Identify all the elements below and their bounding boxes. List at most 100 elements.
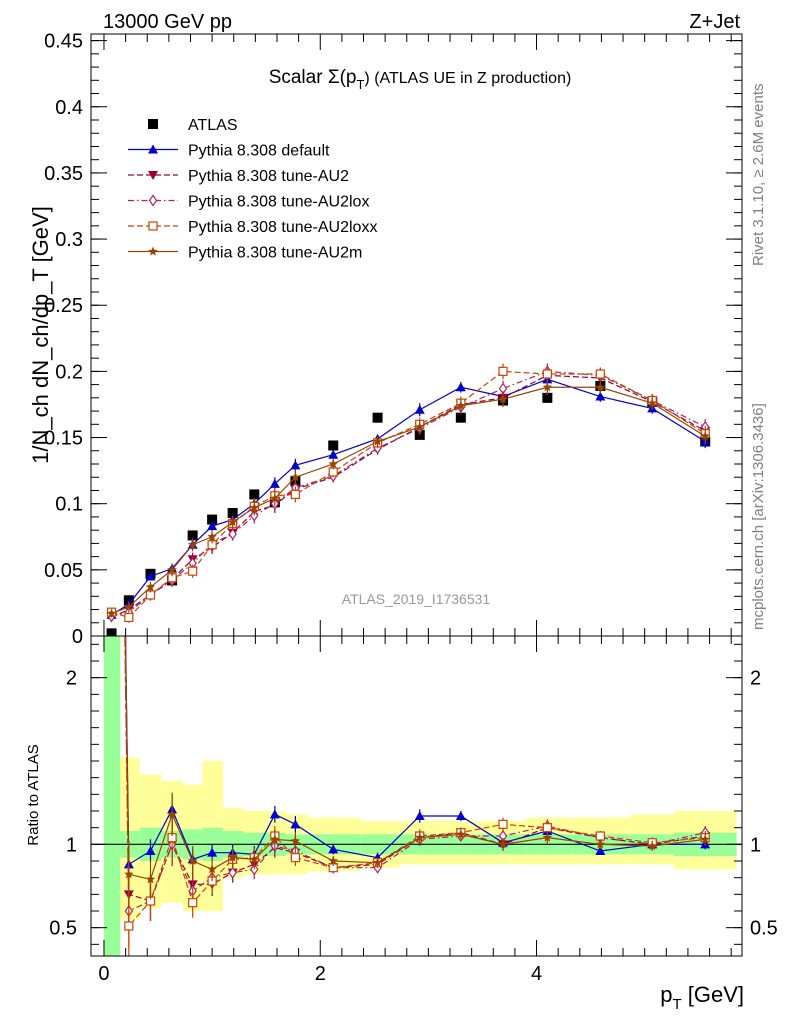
- data-point: [328, 440, 339, 451]
- ratio-point: [188, 898, 198, 908]
- ratio-series-line: [124, 636, 706, 912]
- ratio-point: [455, 811, 466, 820]
- header-right: Z+Jet: [689, 11, 740, 33]
- ratio-point: [372, 857, 383, 867]
- ratio-point: [290, 819, 301, 829]
- data-point: [595, 369, 605, 379]
- rivet-label: Rivet 3.1.10, ≥ 2.6M events: [750, 84, 767, 267]
- data-point: [227, 517, 238, 527]
- main-ytick-label: 0.05: [44, 560, 83, 582]
- data-point: [249, 489, 260, 500]
- ratio-point: [595, 846, 606, 855]
- data-point: [188, 566, 198, 576]
- ratio-ytick-label: 0.5: [49, 918, 77, 940]
- ratio-point: [270, 834, 280, 844]
- series-pythia-8-308-tune-au2m: [106, 379, 710, 618]
- header-left: 13000 GeV pp: [103, 11, 232, 33]
- series-pythia-8-308-tune-au2loxx: [106, 363, 710, 623]
- ratio-ytick-label: 2: [66, 668, 77, 690]
- ratio-point: [187, 856, 198, 865]
- ratio-point: [498, 819, 508, 829]
- data-point: [145, 571, 156, 581]
- ratio-point: [595, 831, 605, 841]
- data-point: [542, 369, 552, 379]
- data-point: [270, 493, 280, 503]
- ratio-point: [249, 854, 259, 864]
- ratio-point: [498, 839, 508, 849]
- legend-label: Pythia 8.308 tune-AU2loxx: [188, 219, 377, 236]
- stat-band: [103, 636, 121, 956]
- legend-label: Pythia 8.308 tune-AU2lox: [188, 194, 369, 211]
- main-data: [106, 363, 711, 636]
- data-point: [228, 528, 237, 541]
- series-pythia-8-308-tune-au2lox: [107, 363, 710, 623]
- data-point: [207, 531, 217, 541]
- data-point: [595, 382, 606, 392]
- data-point: [542, 382, 553, 392]
- data-point: [124, 612, 134, 623]
- main-ytick-label: 0: [72, 626, 83, 648]
- ratio-point: [124, 869, 134, 879]
- data-point: [290, 489, 300, 500]
- watermark: ATLAS_2019_I1736531: [342, 591, 491, 607]
- data-point: [414, 404, 425, 414]
- main-ytick-label: 0.4: [55, 97, 83, 119]
- main-ticks: 0 0.05 0.1 0.15 0.2 0.25 0.3 0.35 0.4 0.45: [44, 31, 742, 648]
- data-point: [328, 449, 339, 459]
- ratio-point: [415, 832, 425, 842]
- ratio-ytick-label: 1: [66, 834, 77, 856]
- main-ytick-label: 0.1: [55, 494, 83, 516]
- series-pythia-8-308-default: [106, 374, 711, 619]
- data-point: [456, 400, 466, 410]
- data-point: [207, 521, 218, 531]
- ratio-point: [414, 811, 425, 820]
- data-point: [106, 608, 117, 618]
- ratio-ylabel: Ratio to ATLAS: [25, 744, 42, 845]
- data-point: [372, 412, 383, 423]
- ratio-point: [207, 864, 217, 874]
- series-line: [111, 370, 706, 619]
- ratio-bands: [91, 636, 742, 956]
- x-axis-label: pT [GeV]: [660, 982, 744, 1013]
- legend-marker: [148, 246, 158, 256]
- series-line: [111, 378, 706, 616]
- ratio-ytick-label-right: 2: [750, 668, 761, 690]
- ratio-ticks: 0.5 0.5 1 1 2 2 0 2 4: [49, 636, 778, 985]
- ratio-series-pythia-8-308-tune-au2m: [124, 636, 710, 908]
- legend-marker: [148, 171, 158, 180]
- main-title: Scalar Σ(pT) (ATLAS UE in Z production): [269, 67, 572, 92]
- series-line: [111, 374, 706, 619]
- data-point: [372, 436, 383, 446]
- legend-label: Pythia 8.308 tune-AU2: [188, 168, 349, 185]
- data-point: [542, 392, 553, 403]
- ratio-point: [227, 852, 238, 862]
- ratio-point: [647, 841, 657, 850]
- legend-label: Pythia 8.308 default: [188, 143, 330, 160]
- data-point: [498, 366, 508, 376]
- xtick-label: 2: [315, 963, 326, 985]
- data-point: [290, 460, 301, 470]
- data-point: [187, 530, 198, 541]
- data-point: [700, 431, 710, 441]
- main-ytick-label: 0.45: [44, 31, 83, 53]
- legend-label: Pythia 8.308 tune-AU2m: [188, 245, 362, 262]
- legend-marker: [148, 194, 158, 207]
- legend-marker: [148, 144, 158, 154]
- ratio-panel: 0.5 0.5 1 1 2 2 0 2 4 Ratio to ATLAS pT [GeV]: [25, 635, 778, 1013]
- ratio-point: [145, 846, 156, 855]
- data-point: [328, 459, 338, 468]
- legend-label: ATLAS: [188, 117, 238, 134]
- data-point: [167, 564, 177, 574]
- ratio-point: [542, 832, 553, 842]
- series-line: [111, 386, 706, 615]
- ratio-point: [145, 874, 156, 884]
- mcplots-label: mcplots.cern.ch [arXiv:1306.3436]: [750, 403, 767, 630]
- ratio-series-line: [124, 636, 706, 902]
- data-point: [124, 601, 134, 611]
- main-ylabel: 1/N_ch dN_ch/dp_T [GeV]: [28, 206, 53, 464]
- ratio-frame: [90, 635, 743, 957]
- ratio-ytick-label-right: 1: [750, 834, 761, 856]
- ratio-point: [542, 823, 552, 833]
- data-point: [595, 391, 606, 401]
- ratio-point: [328, 856, 338, 865]
